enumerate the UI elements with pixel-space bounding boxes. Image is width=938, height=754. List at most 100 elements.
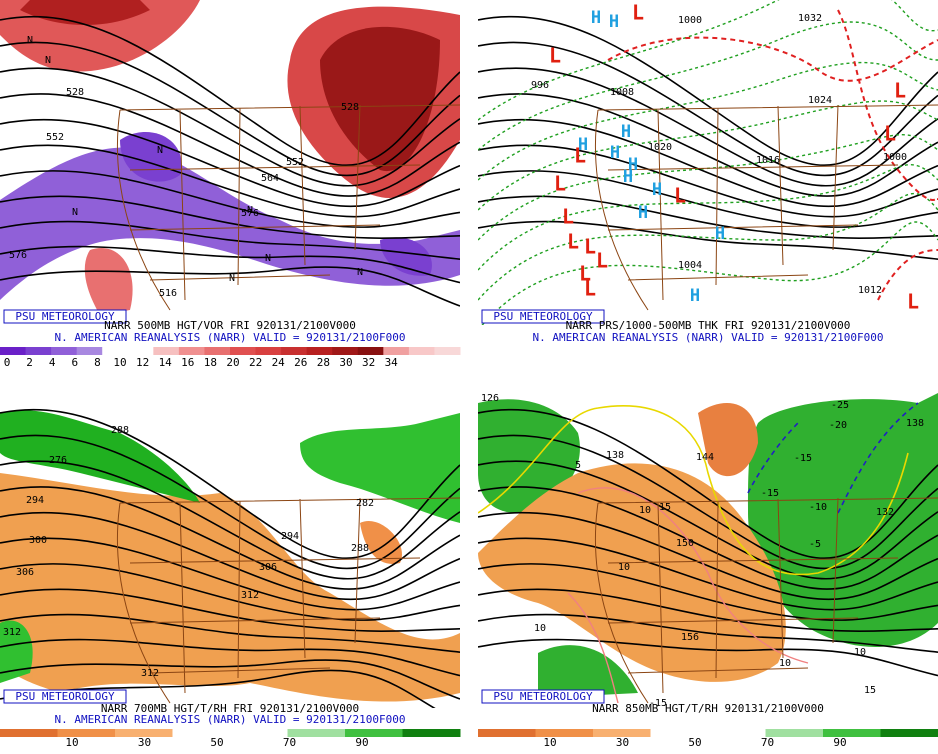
contour-label: 288 bbox=[111, 425, 129, 436]
pressure-center: H bbox=[690, 286, 700, 306]
contour-label: 294 bbox=[281, 531, 299, 542]
contour-label: 10 bbox=[534, 623, 546, 634]
colorbar-cell bbox=[434, 347, 460, 355]
contour-label: -20 bbox=[829, 420, 847, 431]
contour-label: 15 bbox=[659, 502, 671, 513]
contour-label: N bbox=[265, 253, 271, 264]
contour-label: 1012 bbox=[858, 285, 882, 296]
pressure-center: L bbox=[584, 235, 596, 259]
subcaption: N. AMERICAN REANALYSIS (NARR) VALID = 92… bbox=[55, 331, 406, 344]
colorbar-cell bbox=[77, 347, 103, 355]
contour-label: 1008 bbox=[610, 87, 634, 98]
contour-label: 276 bbox=[49, 455, 67, 466]
pressure-center: H bbox=[610, 143, 620, 163]
colorbar-label: 30 bbox=[339, 356, 352, 369]
contour-label: 10 bbox=[779, 658, 791, 669]
pressure-center: H bbox=[591, 8, 601, 28]
pressure-center: L bbox=[549, 44, 561, 68]
pressure-center: L bbox=[554, 172, 566, 196]
contour-label: 1004 bbox=[678, 260, 702, 271]
colorbar-label: 22 bbox=[249, 356, 262, 369]
colorbar-cell bbox=[383, 347, 409, 355]
contour-label: 552 bbox=[46, 132, 64, 143]
colorbar-cell bbox=[179, 347, 205, 355]
colorbar-cell bbox=[0, 347, 26, 355]
contour-label: 996 bbox=[531, 80, 549, 91]
colorbar-label: 28 bbox=[317, 356, 330, 369]
colorbar-cell bbox=[708, 729, 766, 737]
colorbar-cell bbox=[256, 347, 282, 355]
contour-label: 138 bbox=[606, 450, 624, 461]
colorbar-cell bbox=[766, 729, 824, 737]
pressure-center: L bbox=[584, 277, 596, 301]
contour-label: N bbox=[229, 273, 235, 284]
contour-label: 516 bbox=[159, 288, 177, 299]
contour-label: 150 bbox=[676, 538, 694, 549]
colorbar-cell bbox=[51, 347, 77, 355]
colorbar-cell bbox=[409, 347, 435, 355]
map-bg bbox=[478, 0, 938, 325]
colorbar-label: 20 bbox=[226, 356, 239, 369]
colorbar-cell bbox=[230, 729, 288, 737]
contour-label: 1024 bbox=[808, 95, 832, 106]
colorbar-label: 14 bbox=[159, 356, 173, 369]
subcaption: N. AMERICAN REANALYSIS (NARR) VALID = 92… bbox=[55, 713, 406, 726]
colorbar-cell bbox=[0, 729, 58, 737]
colorbar-label: 50 bbox=[688, 736, 701, 749]
colorbar-label: 10 bbox=[543, 736, 556, 749]
badge: PSU METEOROLOGY bbox=[493, 690, 593, 703]
colorbar-label: 32 bbox=[362, 356, 375, 369]
colorbar-cell bbox=[403, 729, 461, 737]
pressure-center: L bbox=[674, 184, 686, 208]
colorbar-cell bbox=[128, 347, 154, 355]
contour-label: 282 bbox=[356, 498, 374, 509]
contour-label: 156 bbox=[681, 632, 699, 643]
colorbar-cell bbox=[153, 347, 179, 355]
colorbar-cell bbox=[204, 347, 230, 355]
pressure-center: L bbox=[632, 1, 644, 25]
contour-label: 10 bbox=[854, 647, 866, 658]
badge: PSU METEOROLOGY bbox=[15, 310, 115, 323]
contour-label: 528 bbox=[341, 102, 359, 113]
contour-label: -10 bbox=[809, 502, 827, 513]
contour-label: 15 bbox=[864, 685, 876, 696]
caption: NARR 850MB HGT/T/RH 920131/2100V000 bbox=[592, 702, 824, 715]
contour-label: N bbox=[357, 267, 363, 278]
contour-label: 288 bbox=[351, 543, 369, 554]
pressure-center: L bbox=[884, 122, 896, 146]
colorbar-label: 70 bbox=[761, 736, 774, 749]
contour-label: 1000 bbox=[883, 152, 907, 163]
contour-label: 5 bbox=[575, 460, 581, 471]
pressure-center: L bbox=[596, 249, 608, 273]
colorbar-label: 12 bbox=[136, 356, 149, 369]
contour-label: 144 bbox=[696, 452, 714, 463]
contour-label: 1032 bbox=[798, 13, 822, 24]
contour-label: 138 bbox=[906, 418, 924, 429]
contour-label: 576 bbox=[9, 250, 27, 261]
colorbar-label: 30 bbox=[616, 736, 629, 749]
contour-label: 294 bbox=[26, 495, 44, 506]
pressure-center: H bbox=[715, 224, 725, 244]
pressure-center: L bbox=[574, 144, 586, 168]
colorbar-label: 18 bbox=[204, 356, 217, 369]
colorbar-label: 16 bbox=[181, 356, 194, 369]
pressure-center: H bbox=[652, 180, 662, 200]
contour-label: 528 bbox=[66, 87, 84, 98]
contour-label: 10 bbox=[618, 562, 630, 573]
colorbar-label: 70 bbox=[283, 736, 296, 749]
contour-label: 10 bbox=[639, 505, 651, 516]
pressure-center: H bbox=[623, 167, 633, 187]
contour-label: 552 bbox=[286, 157, 304, 168]
contour-label: 312 bbox=[3, 627, 21, 638]
pressure-center: L bbox=[907, 290, 919, 314]
contour-label: 312 bbox=[241, 590, 259, 601]
colorbar-cell bbox=[288, 729, 346, 737]
colorbar-cell bbox=[823, 729, 881, 737]
pressure-center: L bbox=[894, 79, 906, 103]
colorbar-cell bbox=[230, 347, 256, 355]
